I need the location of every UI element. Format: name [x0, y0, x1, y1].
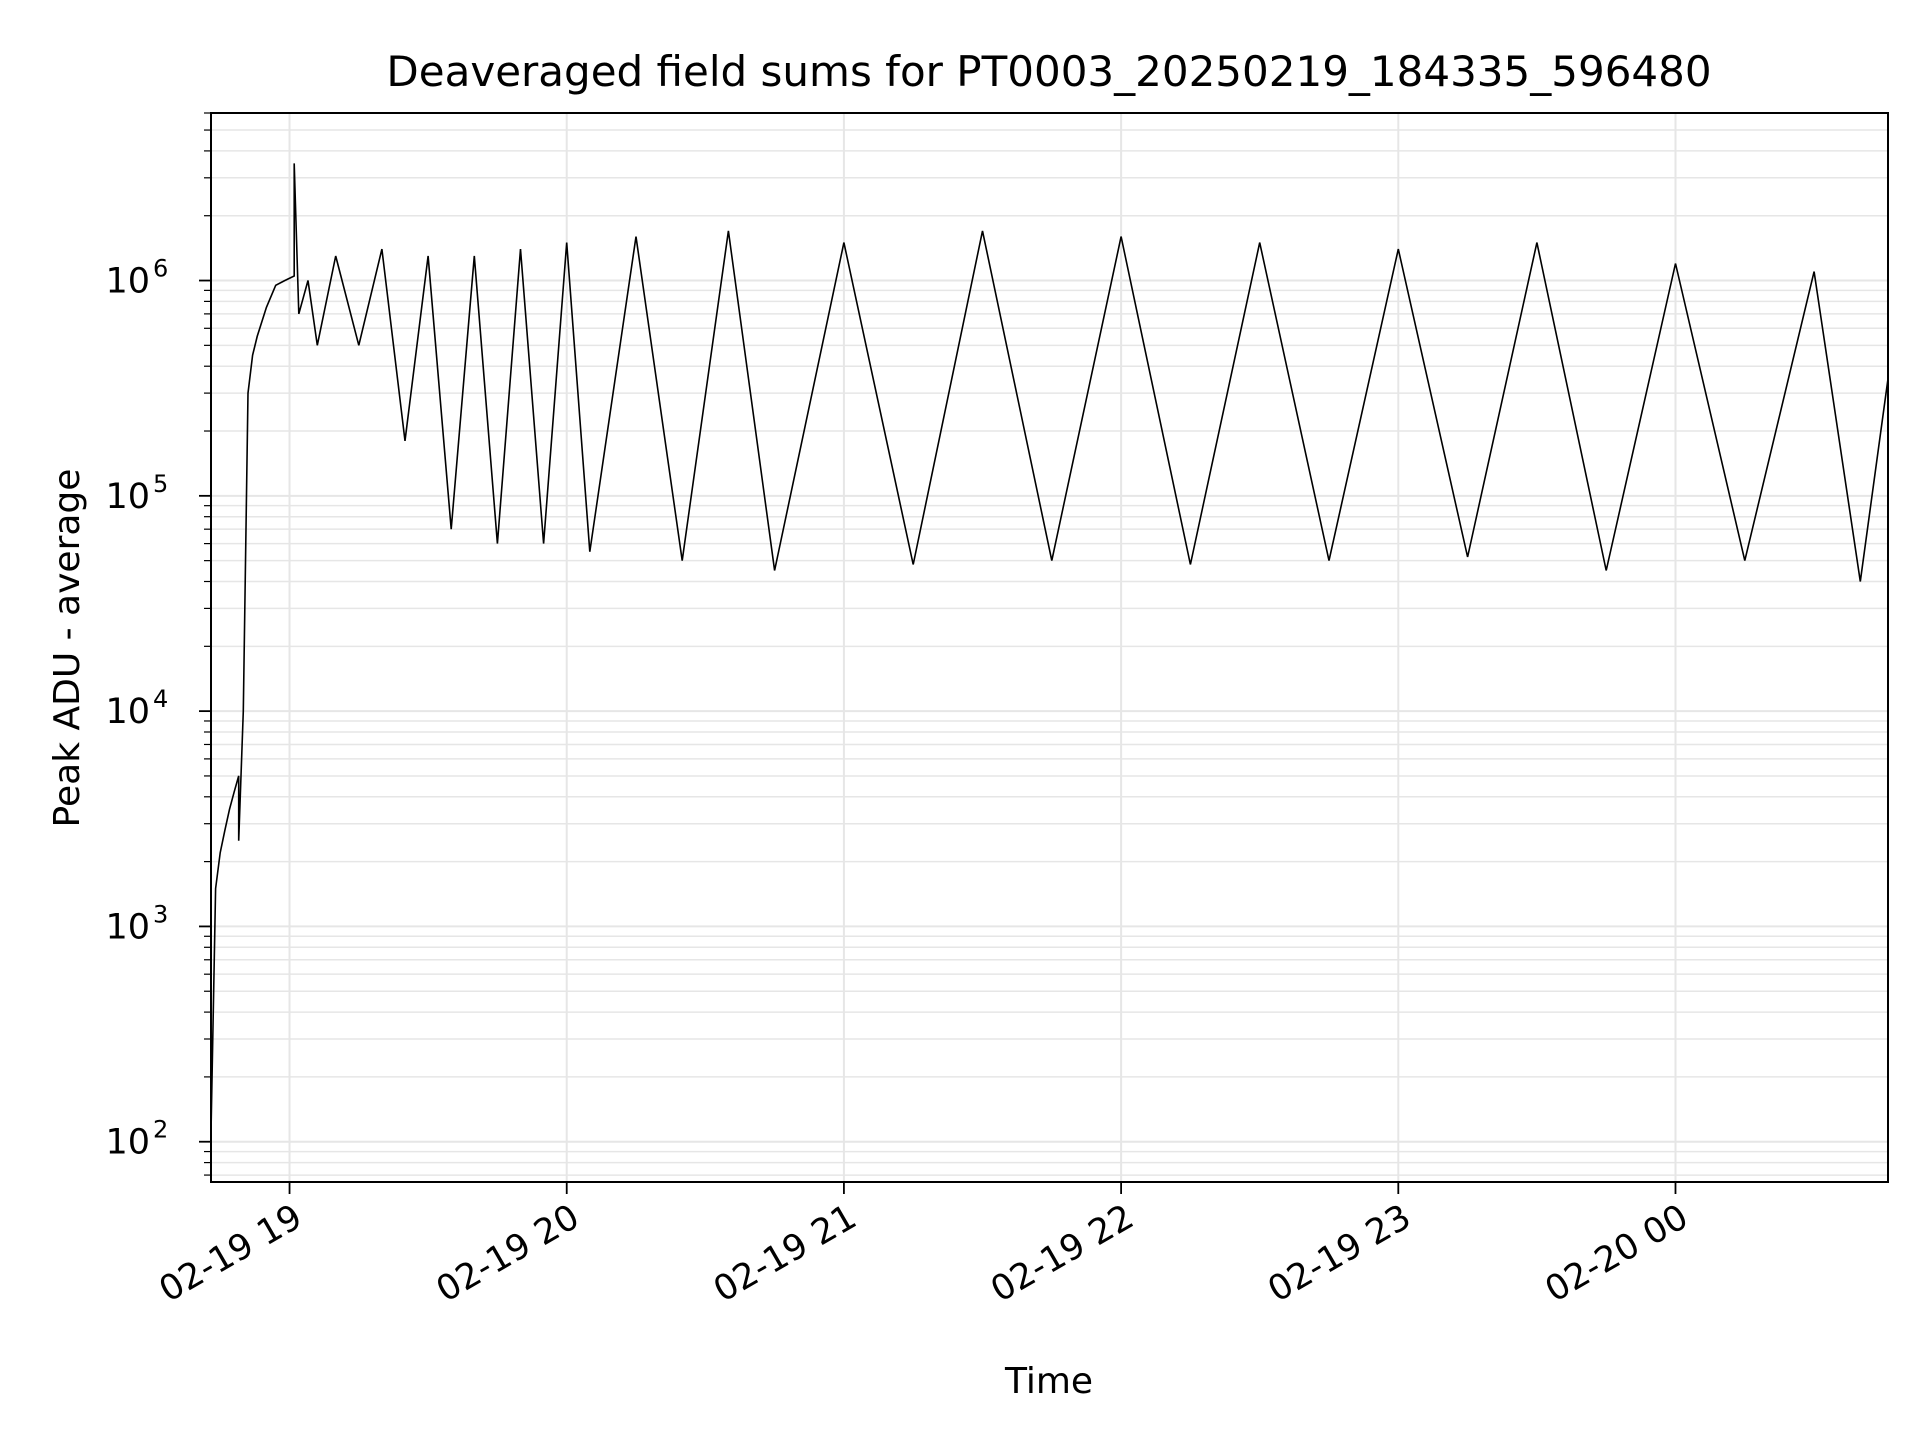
chart-title: Deaveraged field sums for PT0003_2025021… — [386, 47, 1711, 96]
y-tick-exponent: 5 — [153, 470, 168, 498]
y-axis-label: Peak ADU - average — [47, 469, 88, 828]
y-tick-exponent: 6 — [153, 255, 168, 283]
y-tick-label: 10 — [105, 692, 150, 732]
y-tick-exponent: 2 — [153, 1116, 168, 1144]
x-axis-label: Time — [1004, 1361, 1093, 1402]
y-tick-label: 10 — [105, 1123, 150, 1163]
data-line-layer — [210, 163, 1889, 1133]
data-series-line — [210, 163, 1889, 1133]
y-tick-label: 10 — [105, 262, 150, 302]
y-tick-label: 10 — [105, 907, 150, 947]
plot-frame — [210, 112, 1889, 1183]
y-tick-exponent: 3 — [153, 900, 168, 928]
y-tick-exponent: 4 — [153, 685, 168, 713]
grid — [211, 112, 1888, 1182]
y-tick-label: 10 — [105, 477, 150, 517]
